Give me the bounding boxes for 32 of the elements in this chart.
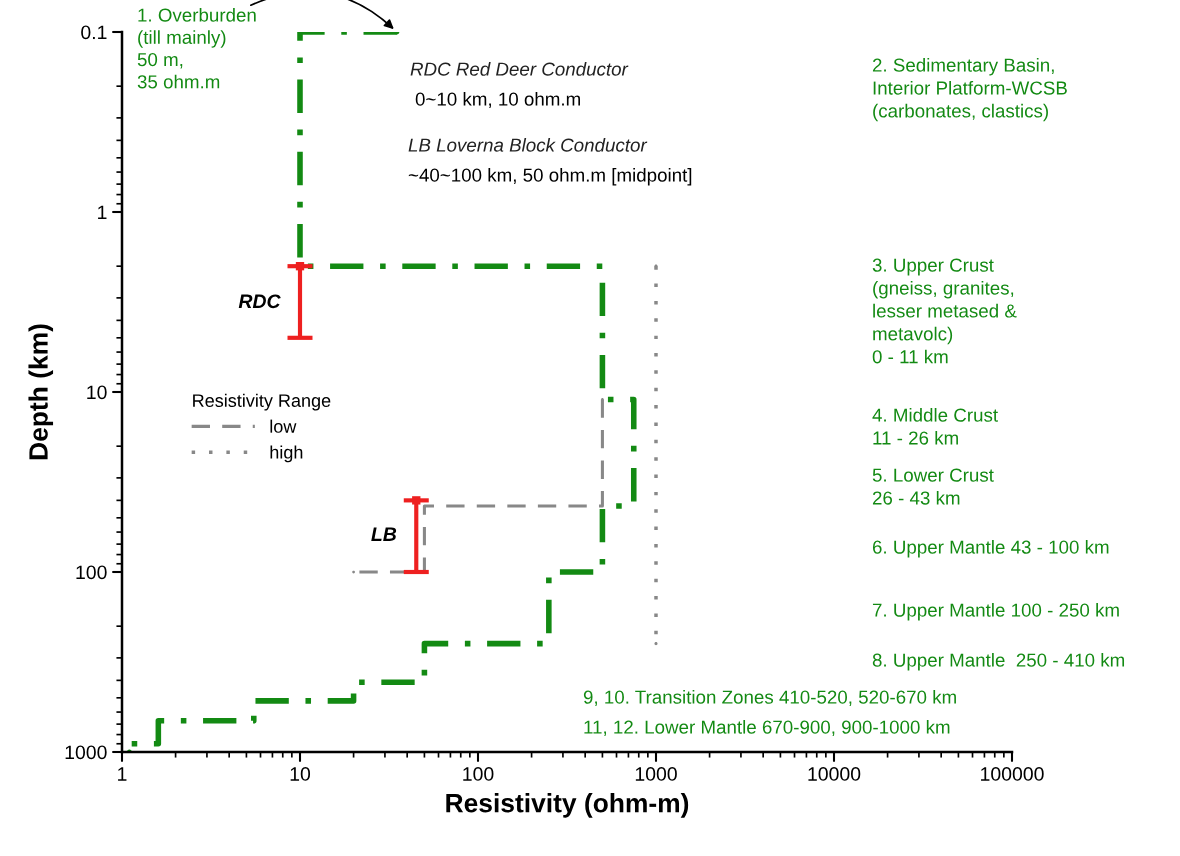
annotation: ~40~100 km, 50 ohm.m [midpoint]	[408, 168, 692, 186]
annotation: 7. Upper Mantle 100 - 250 km	[872, 603, 1119, 621]
annotation: 2. Sedimentary Basin, Interior Platform-WCSB (carbonates, clastics)	[872, 58, 1067, 122]
annotation: 6. Upper Mantle 43 - 100 km	[872, 540, 1109, 558]
annotation: 3. Upper Crust (gneiss, granites, lesser metased & metavolc) 0 - 11 km	[872, 258, 1017, 364]
x-tick-label: 100000	[981, 767, 1044, 781]
y-tick-label: 100	[76, 565, 107, 580]
legend-label: low	[270, 419, 297, 433]
y-tick-label: 1	[98, 205, 107, 220]
annotation: 8. Upper Mantle 250 - 410 km	[872, 653, 1125, 671]
annotation: LB	[371, 527, 397, 541]
x-tick-label: 1	[118, 767, 127, 781]
x-tick-label: 10000	[808, 767, 861, 781]
annotation: 9, 10. Transition Zones 410-520, 520-670 km	[583, 690, 956, 706]
y-tick-label: 0.1	[81, 25, 107, 40]
y-tick-label: 10	[87, 385, 107, 400]
annotation: 1. Overburden (till mainly) 50 m, 35 ohm.m	[137, 8, 256, 89]
annotation: 4. Middle Crust 11 - 26 km	[872, 408, 998, 445]
annotation: 11, 12. Lower Mantle 670-900, 900-1000 km	[584, 720, 950, 736]
x-axis-title: Resistivity (ohm-m)	[446, 793, 689, 818]
y-tick-label: 1000	[65, 745, 107, 760]
x-tick-label: 10	[290, 767, 311, 781]
legend-title: Resistivity Range	[193, 393, 331, 411]
annotation: RDC	[238, 294, 281, 309]
y-axis-title: Depth (km)	[28, 324, 54, 460]
x-tick-label: 1000	[635, 767, 677, 781]
annotation: RDC Red Deer Conductor	[410, 62, 629, 76]
annotation: 5. Lower Crust 26 - 43 km	[872, 468, 994, 505]
annotation: 0~10 km, 10 ohm.m	[415, 92, 580, 108]
annotation: LB Loverna Block Conductor	[408, 138, 648, 152]
x-tick-label: 100	[463, 767, 494, 781]
legend-label: high	[270, 445, 303, 463]
